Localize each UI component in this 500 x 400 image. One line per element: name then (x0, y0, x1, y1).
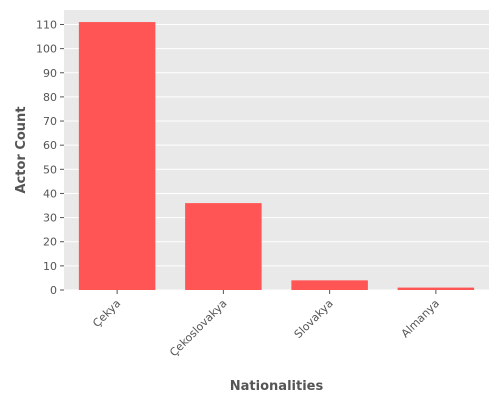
y-tick-label: 60 (43, 139, 57, 152)
y-tick-label: 0 (50, 284, 57, 297)
y-tick-label: 80 (43, 91, 57, 104)
x-tick-label: Almanya (399, 297, 442, 340)
y-axis-ticks: 0 10 20 30 40 50 60 70 80 90 100 110 (36, 18, 64, 297)
bar (291, 280, 368, 290)
y-tick-label: 40 (43, 187, 57, 200)
x-axis-ticks: Çekya Çekoslovakya Slovakya Almanya (90, 290, 442, 359)
bar (397, 287, 475, 290)
x-tick-label: Slovakya (292, 297, 336, 341)
y-tick-label: 110 (36, 18, 57, 31)
bar (78, 22, 156, 290)
x-tick-label: Çekoslovakya (167, 297, 229, 359)
y-axis-label: Actor Count (14, 106, 29, 193)
y-tick-label: 20 (43, 236, 57, 249)
y-tick-label: 10 (43, 260, 57, 273)
y-tick-label: 70 (43, 115, 57, 128)
bar (185, 203, 262, 290)
x-axis-label: Nationalities (230, 379, 324, 394)
y-tick-label: 30 (43, 212, 57, 225)
x-tick-label: Çekya (90, 297, 123, 330)
y-tick-label: 100 (36, 43, 57, 56)
y-tick-label: 50 (43, 163, 57, 176)
bars (78, 22, 475, 290)
y-tick-label: 90 (43, 67, 57, 80)
